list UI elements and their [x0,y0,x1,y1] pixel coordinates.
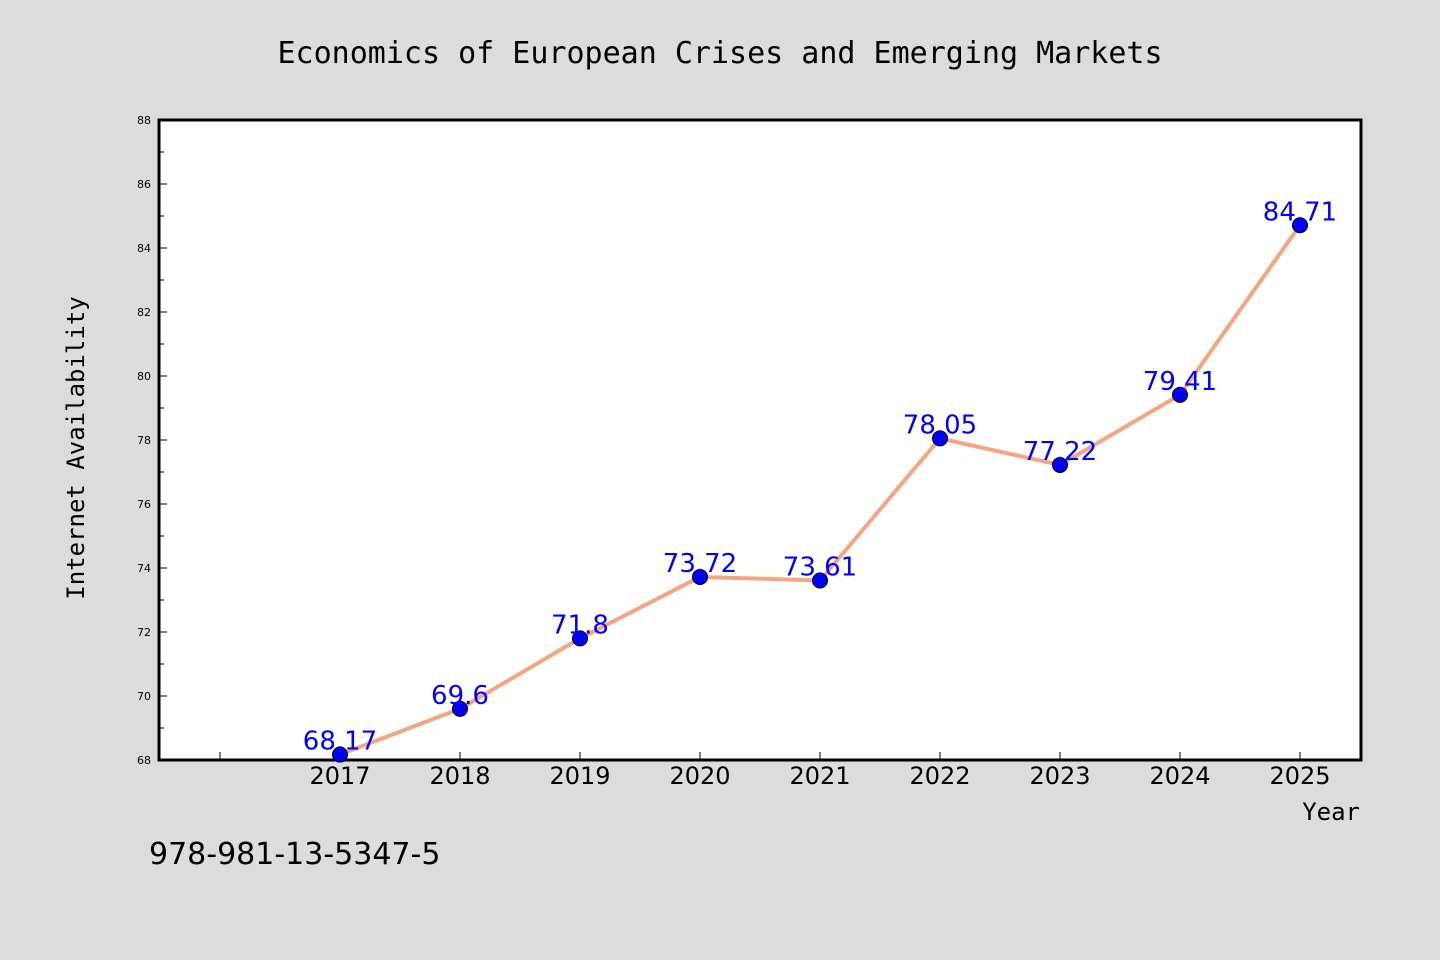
data-label: 79.41 [1143,367,1217,397]
y-tick-label: 78 [137,434,151,447]
data-point [812,572,828,589]
y-tick-label: 82 [137,306,151,319]
x-tick-label: 2022 [909,762,970,790]
x-axis: 2017 2018 2019 2020 2021 2022 2023 2024 2025 [219,752,1331,790]
data-label: 78.05 [903,410,977,440]
y-axis-label: Internet Availability [62,296,90,599]
data-point [692,568,708,585]
x-axis-label: Year [1302,798,1360,826]
x-tick-label: 2018 [429,762,490,790]
x-tick-label: 2023 [1029,762,1090,790]
y-tick-label: 70 [137,690,151,703]
data-label: 73.72 [663,549,737,579]
y-tick-label: 80 [137,370,151,383]
chart-title: Economics of European Crises and Emergin… [277,36,1162,71]
y-axis: 68 70 72 74 76 78 80 82 84 86 88 [137,114,167,767]
isbn-text: 978-981-13-5347-5 [149,837,440,872]
y-tick-label: 88 [137,114,151,127]
data-label: 84.71 [1263,197,1337,227]
x-tick-label: 2025 [1269,762,1330,790]
y-tick-label: 68 [137,754,151,767]
y-tick-label: 72 [137,626,151,639]
data-point [572,630,588,647]
x-tick-label: 2021 [789,762,850,790]
data-point [1292,217,1308,234]
x-tick-label: 2020 [669,762,730,790]
data-point [1052,456,1068,473]
data-label: 71.8 [551,610,609,640]
y-tick-label: 84 [137,242,151,255]
data-label: 68.17 [303,727,377,757]
series-internet-availability: 68.17 69.6 71.8 73.72 73.61 78.05 77.22 79.41 84… [303,197,1337,763]
data-label: 77.22 [1023,437,1097,467]
plot-area [157,118,1363,762]
data-label: 69.6 [431,681,489,711]
data-point [332,746,348,763]
data-label: 73.61 [783,552,857,582]
y-tick-label: 86 [137,178,151,191]
y-tick-label: 74 [137,562,151,575]
data-point [452,700,468,717]
y-tick-label: 76 [137,498,151,511]
data-point [932,430,948,447]
x-tick-label: 2017 [309,762,370,790]
x-tick-label: 2024 [1149,762,1210,790]
data-point [1172,386,1188,403]
x-tick-label: 2019 [549,762,610,790]
